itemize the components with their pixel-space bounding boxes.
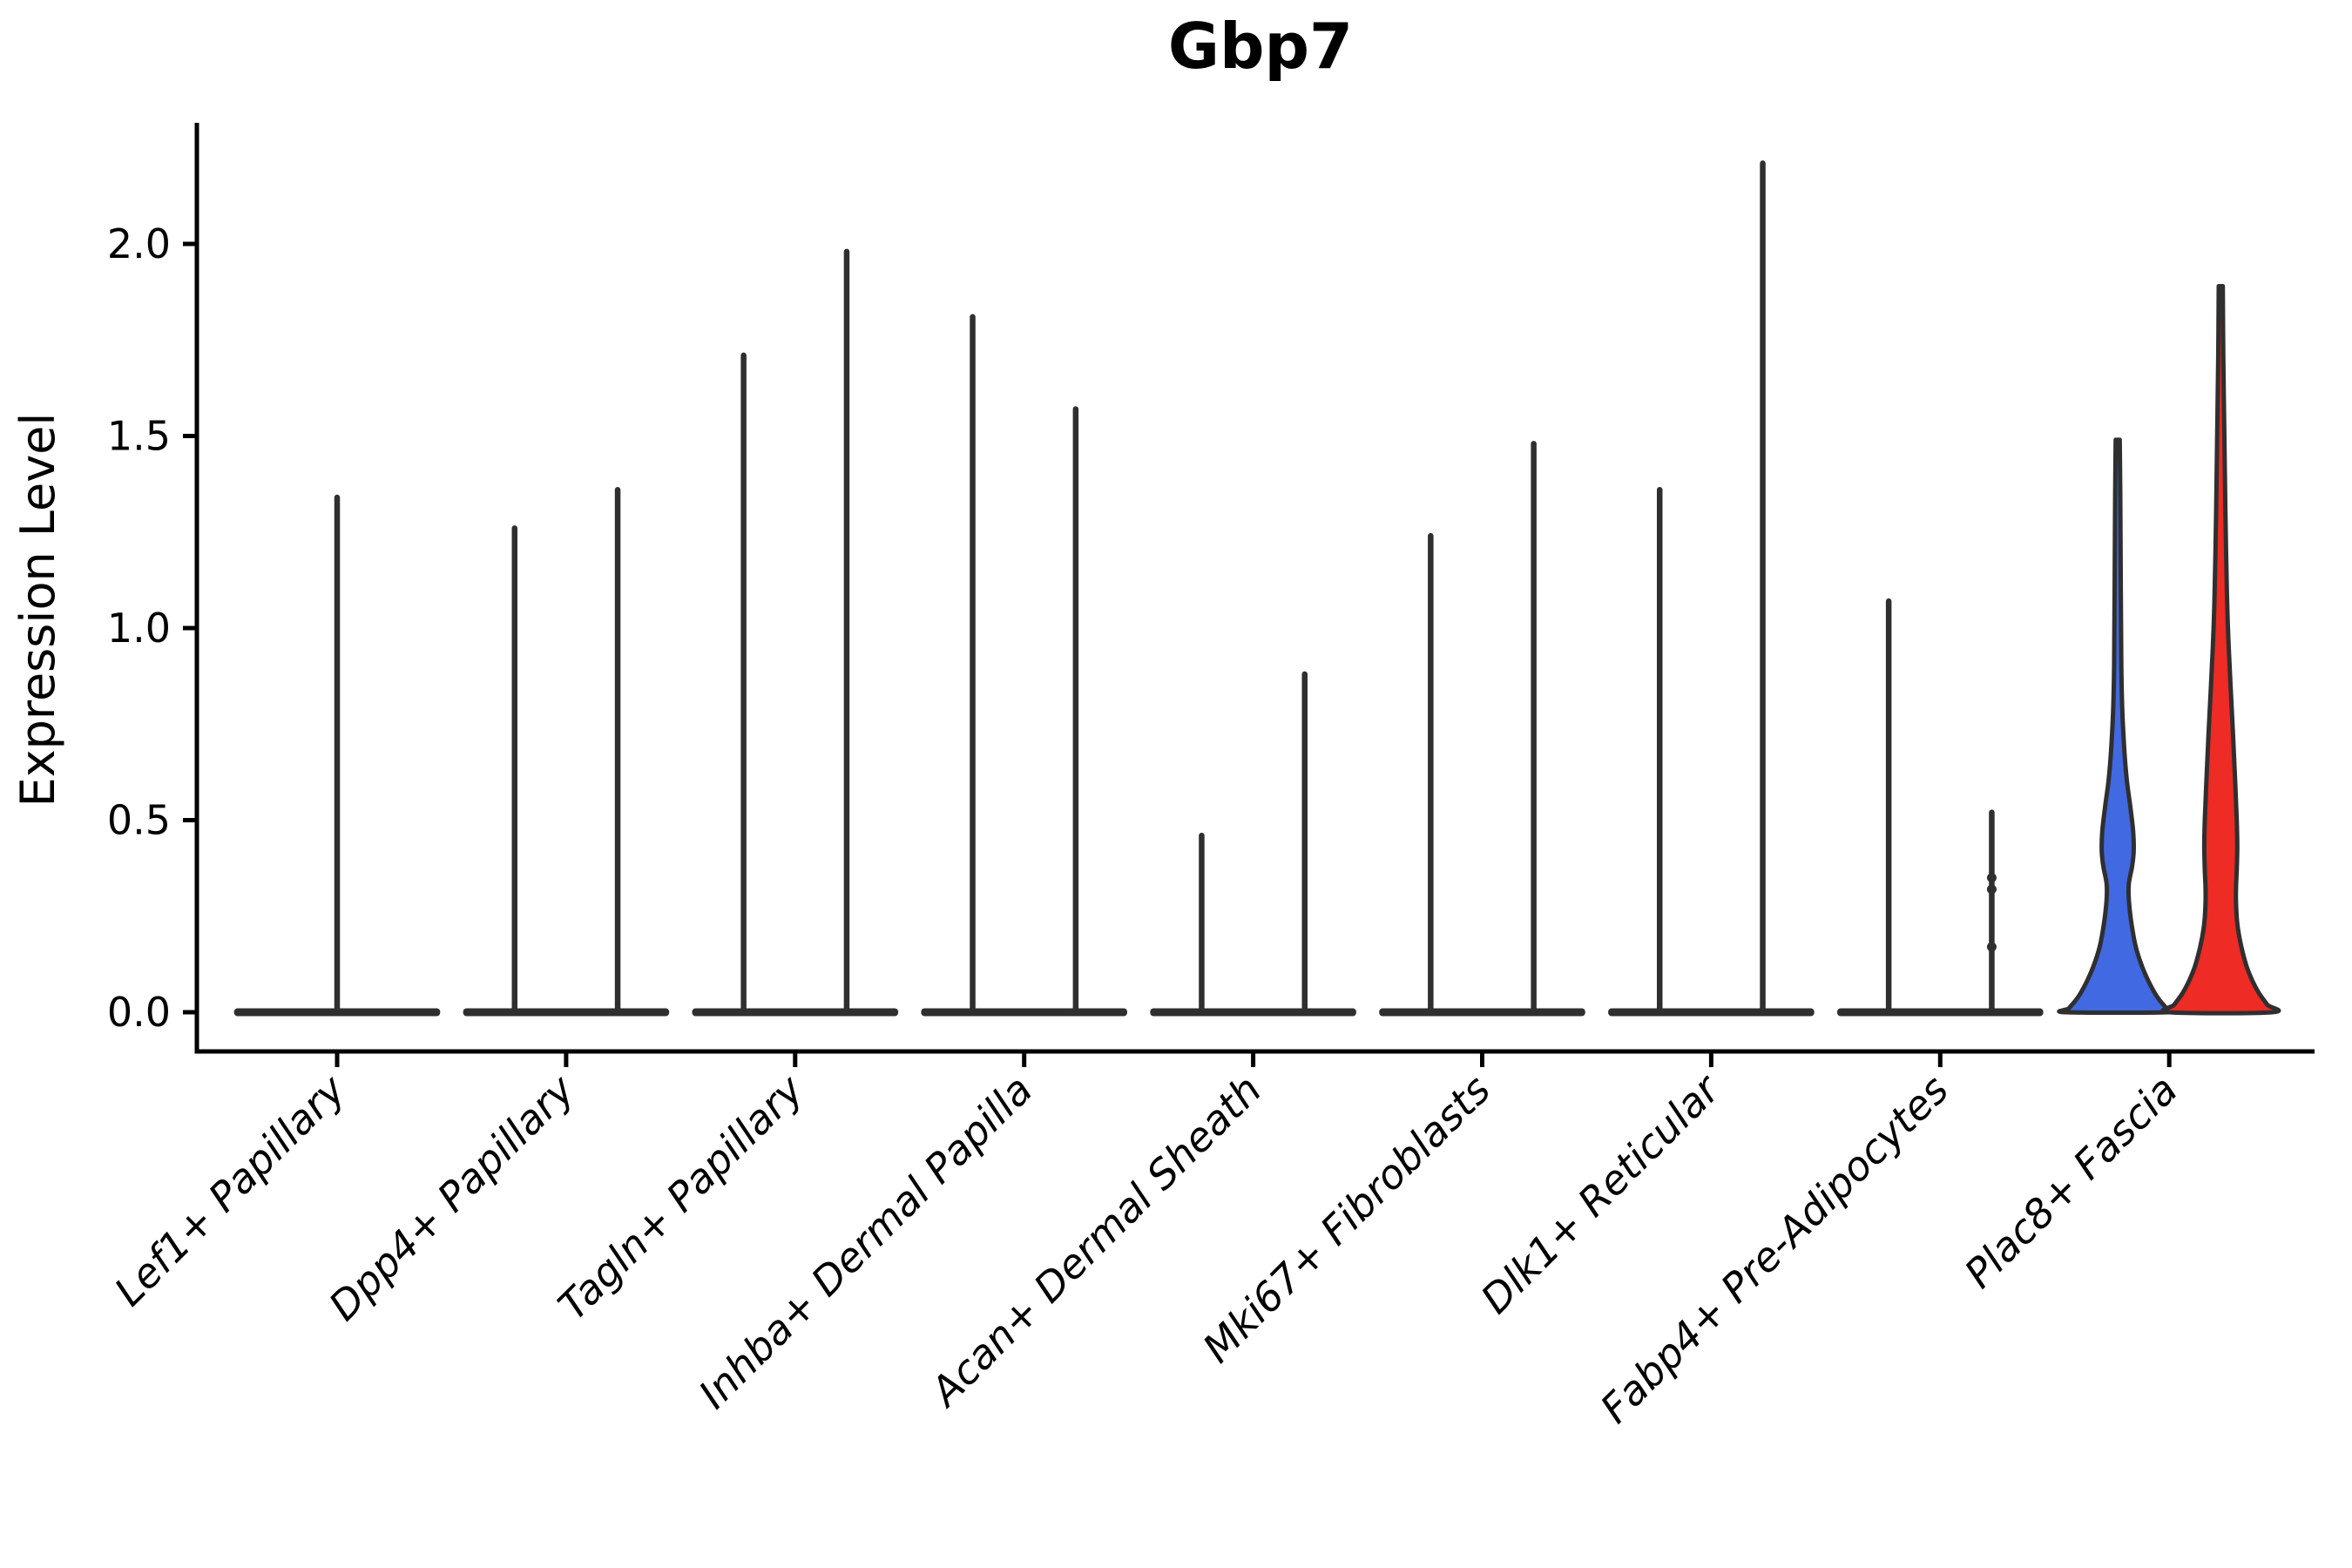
x-tick-label: Plac8+ Fascia: [1956, 1066, 2186, 1297]
violin-zero-base: [1379, 1008, 1585, 1017]
y-tick-label: 1.5: [107, 413, 171, 460]
x-tick-label: Dpp4+ Papillary: [320, 1065, 584, 1329]
x-tick-label: Dlk1+ Reticular: [1472, 1064, 1731, 1322]
violin-shape-red: [2160, 284, 2281, 1016]
y-tick-label: 1.0: [107, 605, 171, 652]
y-tick-label: 0.0: [107, 989, 171, 1036]
y-tick-label: 2.0: [107, 220, 171, 267]
violin-zero-base: [692, 1008, 899, 1017]
violin-zero-base: [463, 1008, 670, 1017]
x-tick-label: Tagln+ Papillary: [549, 1065, 813, 1329]
y-axis-label: Expression Level: [10, 413, 65, 808]
violin-zero-base: [1150, 1008, 1356, 1017]
expression-point: [1986, 884, 1997, 895]
expression-point: [1986, 942, 1997, 952]
violin-zero-base: [1608, 1008, 1815, 1017]
violin-zero-base: [1837, 1008, 2044, 1017]
y-tick-label: 0.5: [107, 797, 171, 844]
x-tick-label: Lef1+ Papillary: [105, 1065, 355, 1315]
expression-point: [1986, 873, 1997, 883]
violin-shape-blue: [2057, 437, 2179, 1016]
violin-zero-base: [921, 1008, 1127, 1017]
plot-title: Gbp7: [1168, 10, 1353, 83]
